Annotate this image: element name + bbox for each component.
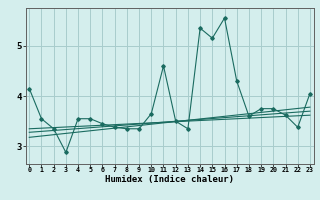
- X-axis label: Humidex (Indice chaleur): Humidex (Indice chaleur): [105, 175, 234, 184]
